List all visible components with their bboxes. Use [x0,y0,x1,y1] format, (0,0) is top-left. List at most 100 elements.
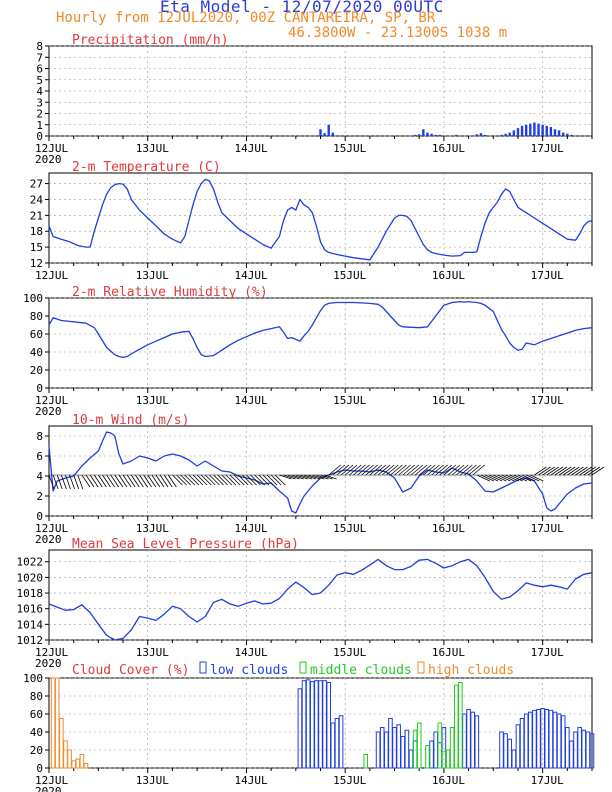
wind-arrow [155,474,165,488]
cloud-bar-low [565,727,570,769]
wind-arrow [188,474,200,486]
wind-arrow [455,464,469,476]
cloud-bar-low [556,713,562,769]
wind-year-label: 2020 [35,533,62,546]
wind-arrow [402,464,416,476]
precip-bar [553,129,557,136]
wind-arrow [270,474,282,486]
mslp-day-label: 16JUL [432,646,465,659]
cloud-bar-low [499,731,504,769]
wind-arrow [435,464,448,476]
wind-arrow [493,474,507,482]
wind-arrow [484,474,499,482]
cloud-bar-low [408,749,414,769]
wind-arrow [151,474,161,488]
temp-day-label: 13JUL [136,269,169,282]
wind-arrow [431,464,444,476]
cloud-ytick-label: 80 [30,690,43,703]
wind-arrow [287,474,300,480]
temp-frame [48,172,593,264]
wind-day-label: 14JUL [234,522,267,535]
wind-arrow [102,474,111,488]
precip-bar [319,129,322,136]
legend-swatch-high [417,661,425,674]
cloud-bar-high [63,740,68,769]
cloud-bar-low [573,731,578,769]
wind-arrow [139,474,148,488]
cloud-day-label: 13JUL [136,774,169,787]
precip-year-label: 2020 [35,153,62,166]
wind-arrow [394,464,407,476]
mslp-ytick-label: 1012 [17,634,44,647]
precip-bar [566,133,569,136]
rh-ytick-label: 100 [23,292,43,305]
cloud-bar-low [560,715,566,769]
cloud-year-label: 2020 [35,785,62,792]
wind-arrow [530,474,544,482]
cloud-frame [48,677,593,769]
precip-bar [483,134,487,136]
wind-day-label: 12JUL [35,522,68,535]
wind-arrow [65,474,71,490]
cloud-bar-low [470,711,476,769]
wind-ytick-label: 4 [36,470,43,483]
wind-day-label: 15JUL [333,522,366,535]
wind-arrow [81,474,91,488]
precip-day-label: 13JUL [136,142,169,155]
wind-arrow [509,474,523,482]
wind-arrow [192,474,204,486]
wind-arrow [312,474,325,480]
wind-arrow [591,466,605,476]
precip-title: Precipitation (mm/h) [72,33,229,48]
wind-arrow [373,464,387,476]
cloud-bar-middle [453,684,459,769]
wind-arrow [390,464,403,476]
precip-ytick-label: 1 [36,119,43,132]
cloud-bar-low [400,736,406,769]
precip-bar [512,130,516,136]
wind-arrow [114,474,124,488]
precip-bar [500,134,503,136]
temp-ytick-label: 24 [30,193,44,206]
cloud-bar-low [527,711,533,769]
wind-arrow [386,464,399,476]
cloud-bar-middle [412,729,418,769]
precip-bar [430,133,433,136]
precip-day-label: 14JUL [234,142,267,155]
wind-day-label: 13JUL [136,522,169,535]
temp-ytick-label: 18 [30,225,43,238]
precip-day-label: 16JUL [432,142,465,155]
wind-arrow [250,474,261,486]
cloud-day-label: 17JUL [531,774,564,787]
wind-arrow [398,464,411,476]
wind-arrow [118,474,128,488]
mslp-ytick-label: 1016 [17,603,44,616]
wind-arrow [521,474,536,482]
wind-arrow [517,474,532,482]
wind-arrow [344,464,358,476]
cloud-bar-low [334,718,340,769]
temp-series-line [48,178,593,261]
wind-arrow [567,466,580,476]
precip-bar [508,132,511,136]
wind-arrow [579,466,592,476]
rh-day-label: 17JUL [531,394,564,407]
wind-arrow [159,474,169,488]
precip-bar [438,134,441,136]
wind-arrow [377,464,391,476]
cloud-bar-low [519,718,525,769]
precip-day-label: 17JUL [531,142,564,155]
wind-arrow [488,474,503,482]
wind-arrow [295,474,308,480]
wind-arrow [558,466,572,476]
rh-day-label: 14JUL [234,394,267,407]
legend-swatch-middle [299,661,307,674]
mslp-day-label: 12JUL [35,646,68,659]
rh-ytick-label: 80 [30,310,43,323]
cloud-bar-middle [437,722,443,769]
cloud-bar-middle [449,727,455,769]
wind-arrow [229,474,241,486]
wind-arrow [176,474,187,486]
cloud-bar-low [305,679,311,769]
